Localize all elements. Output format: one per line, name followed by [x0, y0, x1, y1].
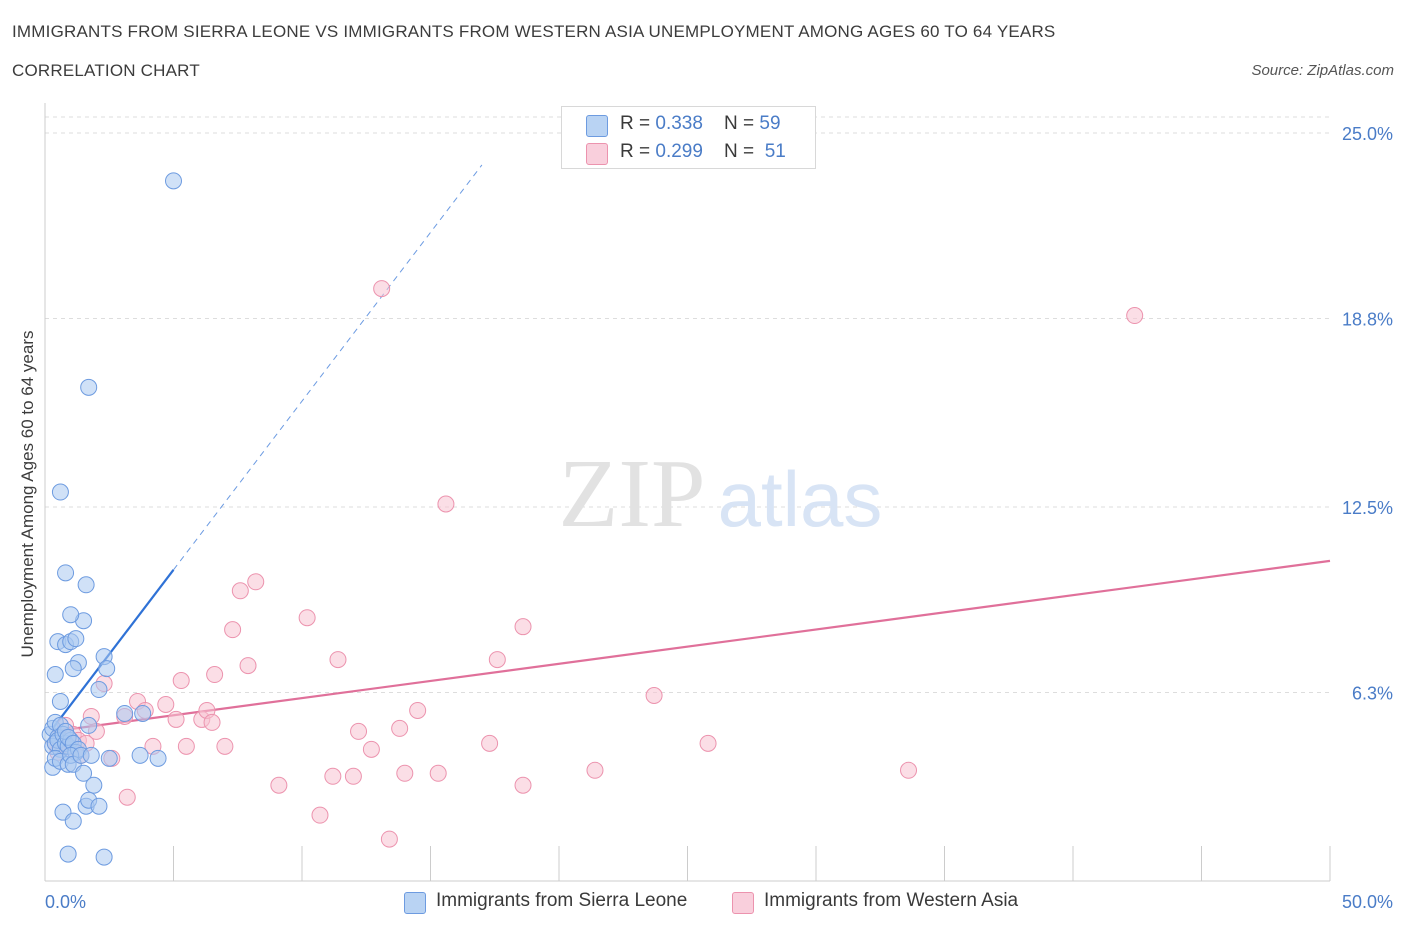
x-tick-label: 0.0%: [45, 892, 86, 912]
watermark-zip: ZIP: [559, 440, 706, 548]
point-western-asia: [324, 767, 342, 785]
trend-lines: [51, 164, 1331, 733]
point-western-asia: [514, 618, 532, 636]
legend-n-label: N =: [724, 113, 760, 134]
point-sierra-leone: [77, 576, 95, 594]
chart-title: IMMIGRANTS FROM SIERRA LEONE VS IMMIGRAN…: [12, 22, 1056, 41]
trend-line-sierra-leone-extension: [173, 164, 483, 571]
point-sierra-leone: [95, 848, 113, 866]
point-sierra-leone: [149, 749, 167, 767]
point-sierra-leone: [51, 692, 69, 710]
point-western-asia: [362, 740, 380, 758]
point-western-asia: [231, 582, 249, 600]
point-sierra-leone: [82, 746, 100, 764]
point-western-asia: [645, 686, 663, 704]
point-western-asia: [167, 710, 185, 728]
trend-line-sierra-leone: [51, 569, 175, 730]
legend-r-label: R =: [620, 113, 656, 134]
point-western-asia: [247, 573, 265, 591]
point-sierra-leone: [57, 564, 75, 582]
legend-swatch-pink: [586, 143, 608, 165]
point-sierra-leone: [131, 746, 149, 764]
point-western-asia: [216, 737, 234, 755]
y-tick-label: 12.5%: [1342, 498, 1393, 518]
point-sierra-leone: [51, 483, 69, 501]
axes: [44, 103, 1331, 882]
bottom-legend-label: Immigrants from Western Asia: [764, 890, 1019, 911]
point-western-asia: [429, 764, 447, 782]
trend-line-western-asia: [52, 559, 1331, 733]
point-western-asia: [373, 280, 391, 298]
legend-n-value: 59: [759, 113, 781, 134]
y-tick-label: 18.8%: [1342, 310, 1393, 330]
point-sierra-leone: [116, 704, 134, 722]
point-western-asia: [514, 776, 532, 794]
point-sierra-leone: [90, 681, 108, 699]
point-western-asia: [344, 767, 362, 785]
point-sierra-leone: [67, 630, 85, 648]
grid-lines: [45, 116, 1330, 694]
point-western-asia: [391, 719, 409, 737]
point-sierra-leone: [98, 660, 116, 678]
point-western-asia: [172, 672, 190, 690]
point-sierra-leone: [134, 704, 152, 722]
point-sierra-leone: [100, 749, 118, 767]
point-sierra-leone: [46, 666, 64, 684]
point-western-asia: [409, 701, 427, 719]
point-western-asia: [396, 764, 414, 782]
point-sierra-leone: [165, 172, 182, 190]
point-western-asia: [206, 666, 224, 684]
y-tick-label: 6.3%: [1352, 684, 1393, 704]
point-western-asia: [350, 722, 368, 740]
legend-r-value: 0.299: [655, 141, 703, 162]
y-axis-label: Unemployment Among Ages 60 to 64 years: [18, 331, 37, 658]
bottom-legend-label: Immigrants from Sierra Leone: [436, 890, 688, 911]
point-western-asia: [380, 830, 398, 848]
point-western-asia: [1126, 307, 1144, 325]
point-sierra-leone: [64, 812, 82, 830]
point-western-asia: [298, 609, 316, 627]
point-western-asia: [586, 761, 604, 779]
point-western-asia: [239, 657, 257, 675]
point-western-asia: [203, 713, 221, 731]
point-sierra-leone: [75, 764, 93, 782]
legend-swatch-blue: [586, 115, 608, 137]
point-western-asia: [270, 776, 288, 794]
legend-r-value: 0.338: [655, 113, 703, 134]
tick-labels: 6.3% 12.5% 18.8% 25.0% 0.0% 50.0%: [45, 124, 1393, 912]
point-sierra-leone: [64, 660, 82, 678]
x-tick-label: 50.0%: [1342, 892, 1393, 912]
legend-r-label: R =: [620, 141, 656, 162]
point-sierra-leone: [85, 776, 103, 794]
data-points: [41, 172, 1144, 866]
bottom-legend-swatch-pink: [732, 892, 754, 914]
legend-n-value: 51: [764, 141, 786, 162]
y-tick-label: 25.0%: [1342, 124, 1393, 144]
point-sierra-leone: [80, 716, 98, 734]
point-sierra-leone: [62, 606, 80, 624]
point-western-asia: [224, 621, 242, 639]
point-western-asia: [437, 495, 455, 513]
point-sierra-leone: [90, 797, 108, 815]
point-western-asia: [157, 695, 175, 713]
point-western-asia: [329, 651, 347, 669]
legend-n-label: N =: [724, 141, 760, 162]
point-sierra-leone: [80, 378, 98, 396]
source-credit: Source: ZipAtlas.com: [1251, 62, 1394, 79]
point-western-asia: [488, 651, 506, 669]
watermark: ZIP atlas: [559, 440, 883, 548]
point-western-asia: [118, 788, 136, 806]
point-western-asia: [177, 737, 195, 755]
point-western-asia: [481, 734, 499, 752]
stats-legend: R = 0.338 N = 59 R = 0.299 N = 51: [561, 106, 816, 169]
point-western-asia: [900, 761, 918, 779]
watermark-atlas: atlas: [718, 455, 883, 543]
chart-subtitle: CORRELATION CHART: [12, 61, 200, 80]
point-sierra-leone: [59, 845, 77, 863]
bottom-legend-swatch-blue: [404, 892, 426, 914]
point-western-asia: [699, 734, 717, 752]
point-western-asia: [311, 806, 329, 824]
